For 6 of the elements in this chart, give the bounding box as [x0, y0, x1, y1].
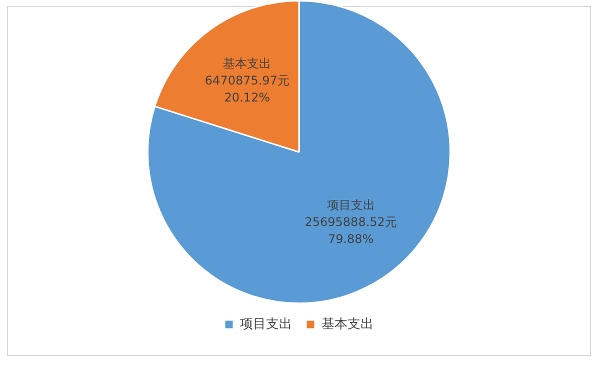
slice-label: 基本支出 [223, 56, 272, 70]
data-label: 6470875.97元 20.12% [204, 73, 290, 104]
legend-label: 基本支出 [322, 316, 374, 332]
slice-label: 项目支出 [326, 198, 375, 212]
data-label: 25695888.52元 79.88% [304, 214, 397, 246]
legend-label: 项目支出 [240, 316, 292, 332]
